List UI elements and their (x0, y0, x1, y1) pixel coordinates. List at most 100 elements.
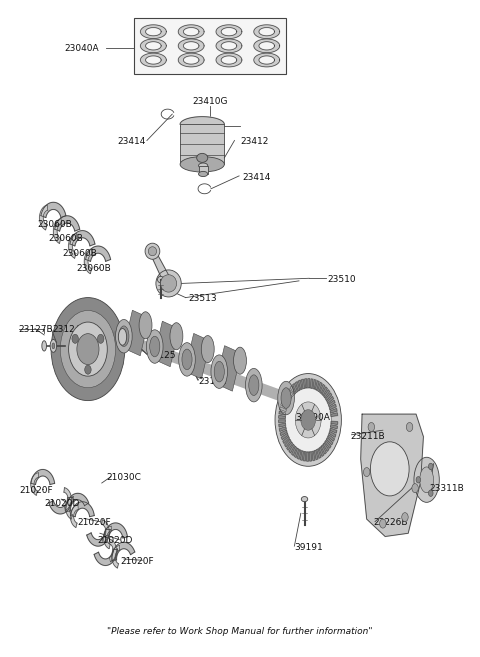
Ellipse shape (50, 340, 57, 352)
Polygon shape (178, 53, 204, 67)
Text: 23412: 23412 (240, 137, 268, 147)
Polygon shape (331, 425, 337, 429)
Text: 21030C: 21030C (107, 474, 141, 482)
Ellipse shape (116, 319, 132, 353)
Polygon shape (31, 473, 39, 495)
Polygon shape (330, 409, 337, 413)
Circle shape (275, 374, 341, 466)
Polygon shape (322, 387, 327, 396)
Polygon shape (296, 382, 300, 391)
Polygon shape (280, 430, 287, 436)
Polygon shape (216, 39, 242, 53)
Ellipse shape (249, 375, 259, 396)
Polygon shape (281, 403, 288, 409)
Text: 39190A: 39190A (295, 413, 330, 422)
Polygon shape (216, 53, 242, 67)
Circle shape (77, 334, 99, 365)
Polygon shape (287, 442, 292, 450)
Polygon shape (307, 452, 309, 461)
Ellipse shape (211, 355, 228, 388)
Polygon shape (303, 452, 306, 461)
Ellipse shape (199, 163, 208, 168)
Polygon shape (85, 246, 110, 261)
Polygon shape (141, 25, 166, 39)
Polygon shape (293, 384, 298, 392)
Polygon shape (330, 428, 336, 433)
Polygon shape (53, 219, 61, 243)
Polygon shape (283, 436, 289, 443)
Circle shape (402, 512, 408, 522)
Circle shape (368, 422, 374, 432)
Polygon shape (286, 392, 291, 399)
Polygon shape (289, 445, 294, 453)
Polygon shape (284, 395, 290, 402)
Polygon shape (49, 497, 72, 514)
Circle shape (429, 490, 433, 497)
Polygon shape (329, 404, 336, 410)
Circle shape (380, 519, 386, 528)
Ellipse shape (182, 349, 192, 370)
Circle shape (97, 334, 104, 344)
Polygon shape (319, 447, 324, 457)
Polygon shape (141, 53, 166, 67)
Polygon shape (325, 393, 332, 401)
Text: 39191: 39191 (294, 543, 323, 552)
Polygon shape (102, 520, 109, 543)
Polygon shape (178, 25, 204, 39)
Polygon shape (312, 451, 315, 461)
Polygon shape (326, 438, 333, 445)
Text: 23060B: 23060B (37, 219, 72, 229)
Polygon shape (31, 470, 55, 484)
Polygon shape (308, 378, 310, 388)
Ellipse shape (179, 343, 195, 376)
Polygon shape (285, 440, 291, 447)
Polygon shape (70, 231, 95, 246)
Circle shape (60, 311, 116, 388)
Polygon shape (185, 333, 210, 379)
Polygon shape (310, 452, 312, 461)
Ellipse shape (199, 171, 208, 177)
Circle shape (416, 476, 420, 483)
Text: 21020F: 21020F (78, 518, 111, 528)
Ellipse shape (145, 243, 160, 260)
Text: 23510: 23510 (327, 275, 356, 284)
Ellipse shape (42, 341, 47, 351)
Polygon shape (294, 448, 299, 457)
Polygon shape (297, 450, 301, 459)
Ellipse shape (180, 156, 224, 172)
Polygon shape (69, 233, 77, 258)
Polygon shape (64, 487, 72, 510)
Polygon shape (180, 117, 224, 124)
Polygon shape (55, 216, 80, 231)
Ellipse shape (156, 270, 181, 297)
Polygon shape (109, 539, 117, 562)
Polygon shape (311, 379, 313, 388)
Polygon shape (288, 388, 293, 397)
Polygon shape (325, 440, 331, 448)
Circle shape (429, 463, 433, 470)
Ellipse shape (301, 497, 308, 502)
Polygon shape (314, 450, 318, 460)
Polygon shape (329, 432, 336, 437)
Polygon shape (281, 434, 288, 440)
Text: 23414: 23414 (117, 137, 145, 147)
Polygon shape (290, 386, 295, 394)
Text: 23410G: 23410G (192, 97, 228, 106)
Polygon shape (279, 423, 286, 427)
Circle shape (371, 442, 409, 496)
Text: 23060B: 23060B (62, 248, 97, 258)
Polygon shape (305, 379, 307, 388)
Polygon shape (279, 411, 286, 415)
Polygon shape (104, 526, 111, 549)
Circle shape (285, 388, 331, 452)
Ellipse shape (281, 388, 291, 409)
Polygon shape (66, 493, 89, 512)
Polygon shape (324, 390, 330, 397)
Polygon shape (39, 205, 48, 230)
Polygon shape (313, 380, 316, 389)
Text: 21020D: 21020D (44, 499, 80, 508)
Polygon shape (282, 399, 288, 405)
Text: 23060B: 23060B (76, 264, 111, 273)
Text: 23414: 23414 (242, 173, 271, 182)
Polygon shape (154, 321, 179, 367)
